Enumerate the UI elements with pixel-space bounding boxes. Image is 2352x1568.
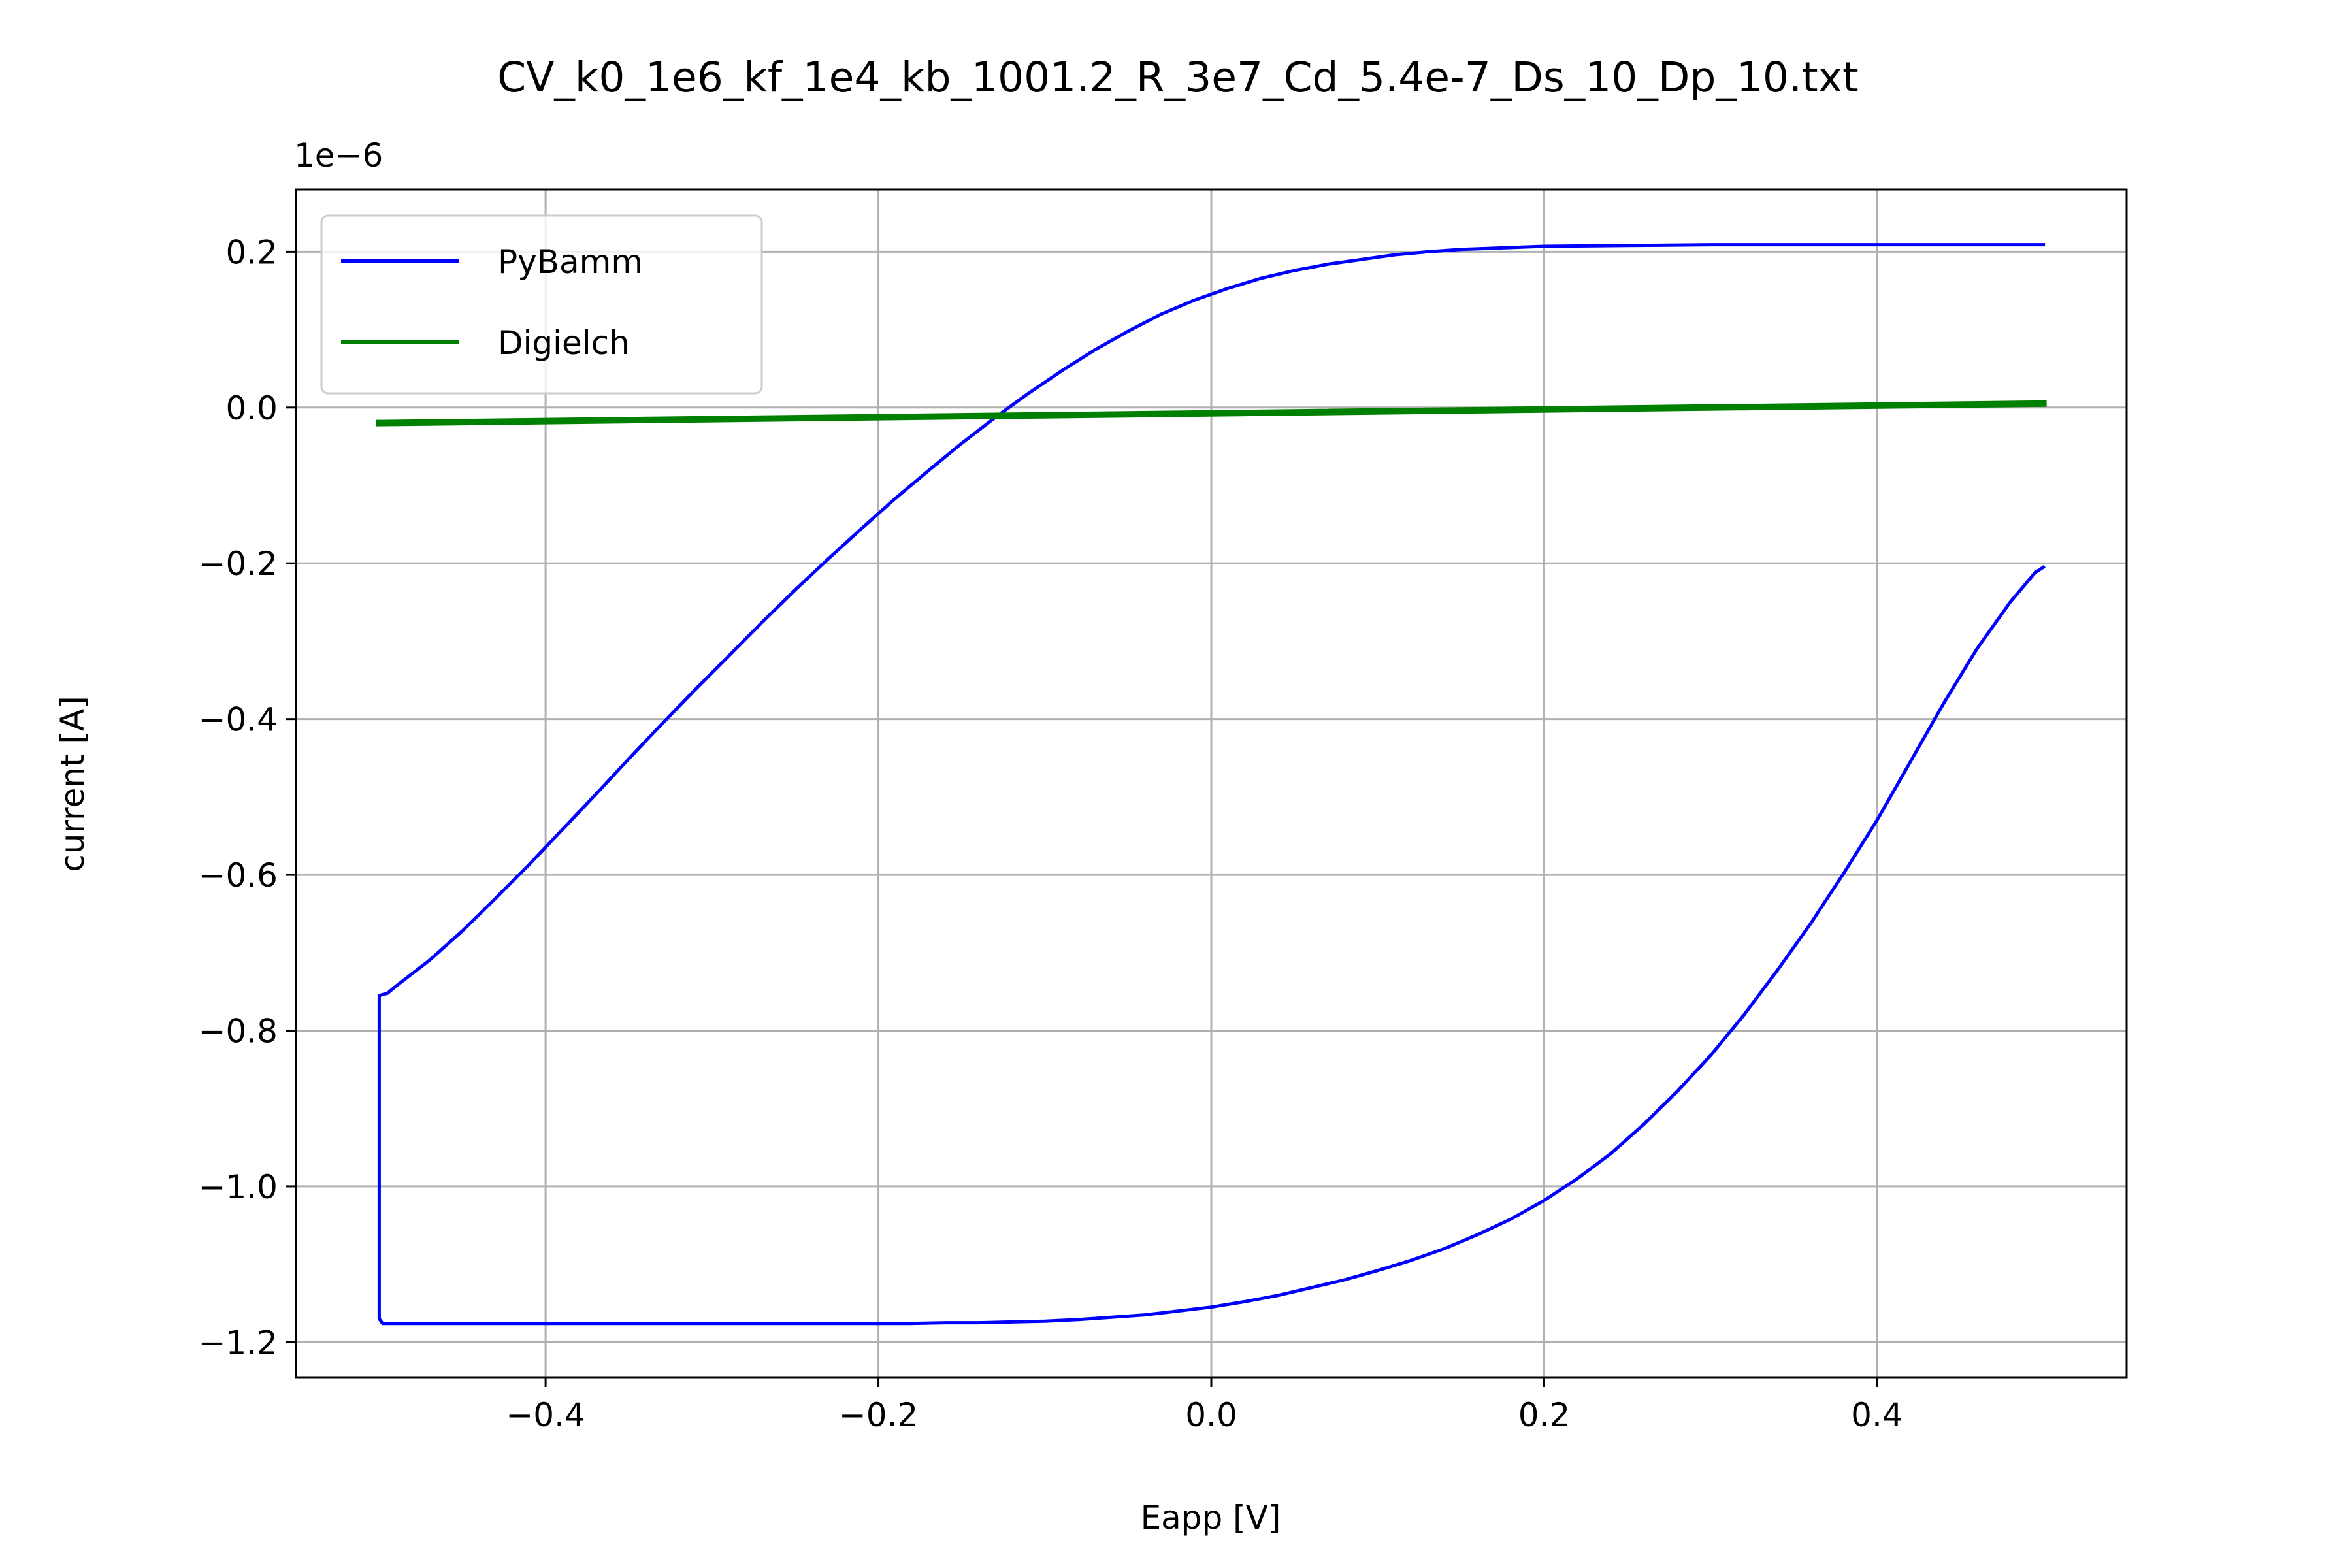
y-tick-label: −1.0 — [199, 1168, 278, 1206]
y-tick-label: −0.6 — [199, 857, 278, 894]
y-tick-label: 0.2 — [225, 233, 278, 271]
series-line-pybamm — [377, 243, 2046, 1326]
series-line-digielch — [376, 400, 2047, 427]
x-axis-label: Eapp [V] — [1141, 1499, 1281, 1537]
y-tick-label: 0.0 — [225, 389, 278, 427]
grid — [296, 189, 2127, 1377]
y-tick-label: −0.2 — [199, 545, 278, 583]
chart-title: CV_k0_1e6_kf_1e4_kb_1001.2_R_3e7_Cd_5.4e… — [497, 54, 1858, 101]
plot-area — [376, 243, 2047, 1326]
x-tick-label: 0.0 — [1185, 1396, 1237, 1434]
legend: PyBamm Digielch — [320, 214, 763, 395]
y-axis-label: current [A] — [54, 696, 91, 872]
y-tick-label: −0.4 — [199, 701, 278, 739]
legend-label-digielch: Digielch — [498, 324, 630, 362]
y-tick-label: −0.8 — [199, 1013, 278, 1051]
y-axis-offset-label: 1e−6 — [294, 137, 383, 174]
y-axis: 0.2 0.0 −0.2 −0.4 −0.6 −0.8 −1.0 −1.2 — [199, 233, 296, 1362]
x-tick-label: −0.2 — [839, 1396, 918, 1434]
x-tick-label: 0.2 — [1518, 1396, 1571, 1434]
x-axis: −0.4 −0.2 0.0 0.2 0.4 — [506, 1377, 1903, 1434]
x-tick-label: −0.4 — [506, 1396, 585, 1434]
y-tick-label: −1.2 — [199, 1324, 278, 1362]
x-tick-label: 0.4 — [1851, 1396, 1903, 1434]
legend-box — [320, 214, 763, 395]
legend-label-pybamm: PyBamm — [498, 243, 643, 281]
